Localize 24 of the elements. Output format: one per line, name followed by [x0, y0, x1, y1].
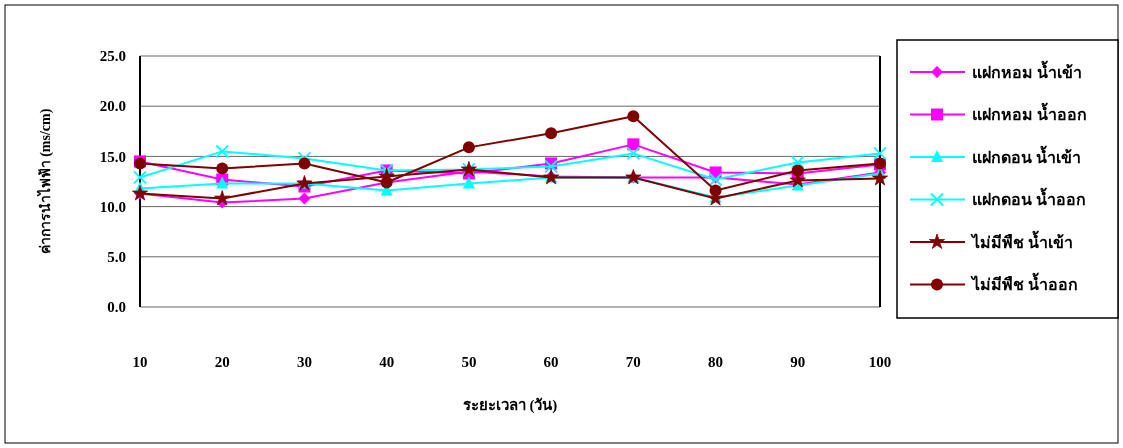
y-tick-label: 5.0: [107, 249, 126, 266]
x-tick-label: 40: [379, 354, 395, 371]
y-tick-label: 15.0: [99, 148, 126, 165]
x-tick-label: 80: [708, 354, 724, 371]
x-tick-label: 100: [868, 354, 892, 371]
y-axis-title: ค่าการนำไฟฟ้า (ms/cm): [36, 108, 54, 255]
y-tick-label: 10.0: [99, 198, 126, 215]
x-tick-label: 20: [214, 354, 230, 371]
legend-label: แฝกดอน น้ำออก: [972, 187, 1086, 209]
x-axis-title: ระยะเวลา (วัน): [462, 397, 558, 414]
y-tick-label: 20.0: [99, 98, 126, 115]
legend-label: แฝกดอน น้ำเข้า: [972, 144, 1081, 166]
legend-label: แฝกหอม น้ำออก: [972, 102, 1087, 124]
y-tick-label: 25.0: [99, 48, 126, 65]
legend-label: ไม่มีพืช น้ำออก: [970, 272, 1078, 294]
x-tick-label: 70: [625, 354, 641, 371]
legend-label: ไม่มีพืช น้ำเข้า: [970, 229, 1073, 251]
x-tick-label: 50: [461, 354, 477, 371]
x-tick-label: 10: [132, 354, 148, 371]
x-tick-label: 60: [543, 354, 559, 371]
x-tick-label: 30: [296, 354, 312, 371]
legend-label: แฝกหอม น้ำเข้า: [972, 59, 1082, 81]
y-tick-label: 0.0: [107, 299, 126, 316]
x-tick-label: 90: [790, 354, 806, 371]
